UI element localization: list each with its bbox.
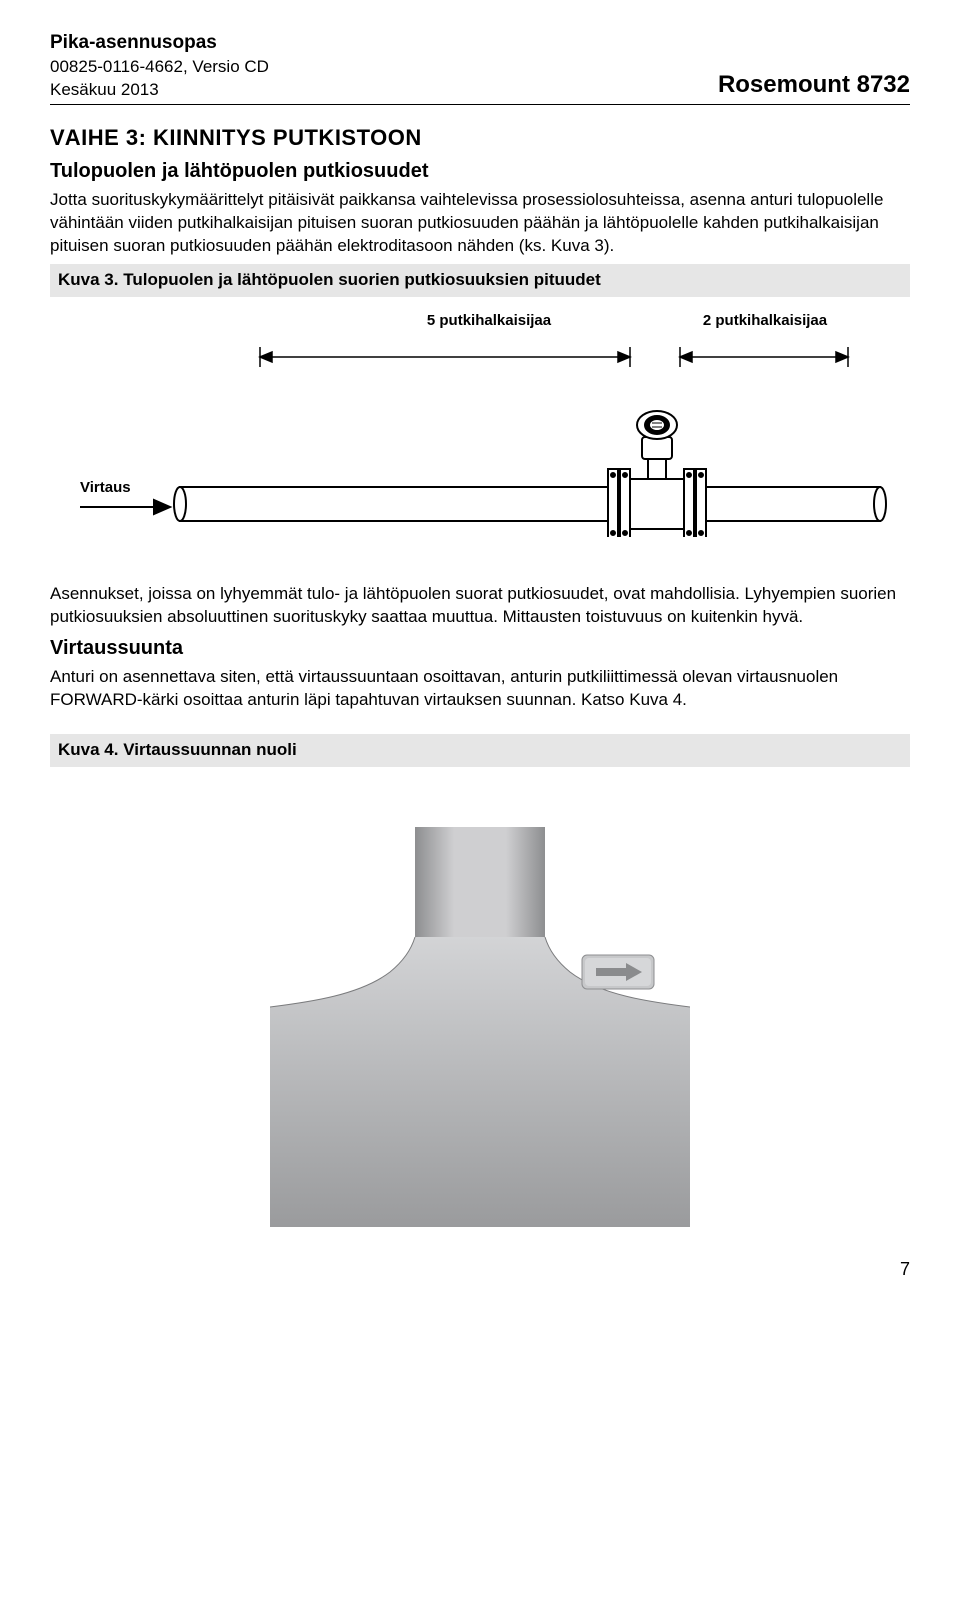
flow-label-svg: Virtaus	[80, 479, 131, 496]
heading-main: AIHE 3: KIINNITYS PUTKISTOON	[65, 125, 422, 150]
doc-number: 00825-0116-4662, Versio CD	[50, 56, 269, 79]
paragraph-2: Asennukset, joissa on lyhyemmät tulo- ja…	[50, 583, 910, 629]
subsection-title: Tulopuolen ja lähtöpuolen putkiosuudet	[50, 158, 910, 185]
paragraph-3: Anturi on asennettava siten, että virtau…	[50, 666, 910, 712]
figure4-caption: Kuva 4. Virtaussuunnan nuoli	[50, 734, 910, 767]
figure3-caption: Kuva 3. Tulopuolen ja lähtöpuolen suorie…	[50, 264, 910, 297]
dim-label-left: 5 putkihalkaisijaa	[304, 311, 674, 331]
intro-paragraph: Jotta suorituskykymäärittelyt pitäisivät…	[50, 189, 910, 258]
page-number: 7	[50, 1257, 910, 1281]
section-heading: VAIHE 3: KIINNITYS PUTKISTOON	[50, 123, 910, 153]
figure3-diagram: 5 putkihalkaisijaa 2 putkihalkaisijaa	[50, 297, 910, 565]
heading-prefix: V	[50, 125, 65, 150]
figure4-number: Kuva 4.	[58, 740, 118, 759]
doc-date: Kesäkuu 2013	[50, 79, 269, 102]
figure3-number: Kuva 3.	[58, 270, 118, 289]
dimension-labels: 5 putkihalkaisijaa 2 putkihalkaisijaa	[50, 311, 910, 331]
page-header: Pika-asennusopas 00825-0116-4662, Versio…	[50, 30, 910, 105]
figure4-title: Virtaussuunnan nuoli	[123, 740, 296, 759]
product-name: Rosemount 8732	[718, 69, 910, 101]
subsection-title-2: Virtaussuunta	[50, 635, 910, 662]
pipe-diagram-svg: Virtaus	[50, 337, 910, 537]
doc-type: Pika-asennusopas	[50, 30, 269, 56]
dim-label-right: 2 putkihalkaisijaa	[680, 311, 850, 331]
flow-arrow-render	[270, 827, 690, 1227]
header-left: Pika-asennusopas 00825-0116-4662, Versio…	[50, 30, 269, 102]
figure3-title: Tulopuolen ja lähtöpuolen suorien putkio…	[123, 270, 601, 289]
figure4-image	[50, 767, 910, 1247]
